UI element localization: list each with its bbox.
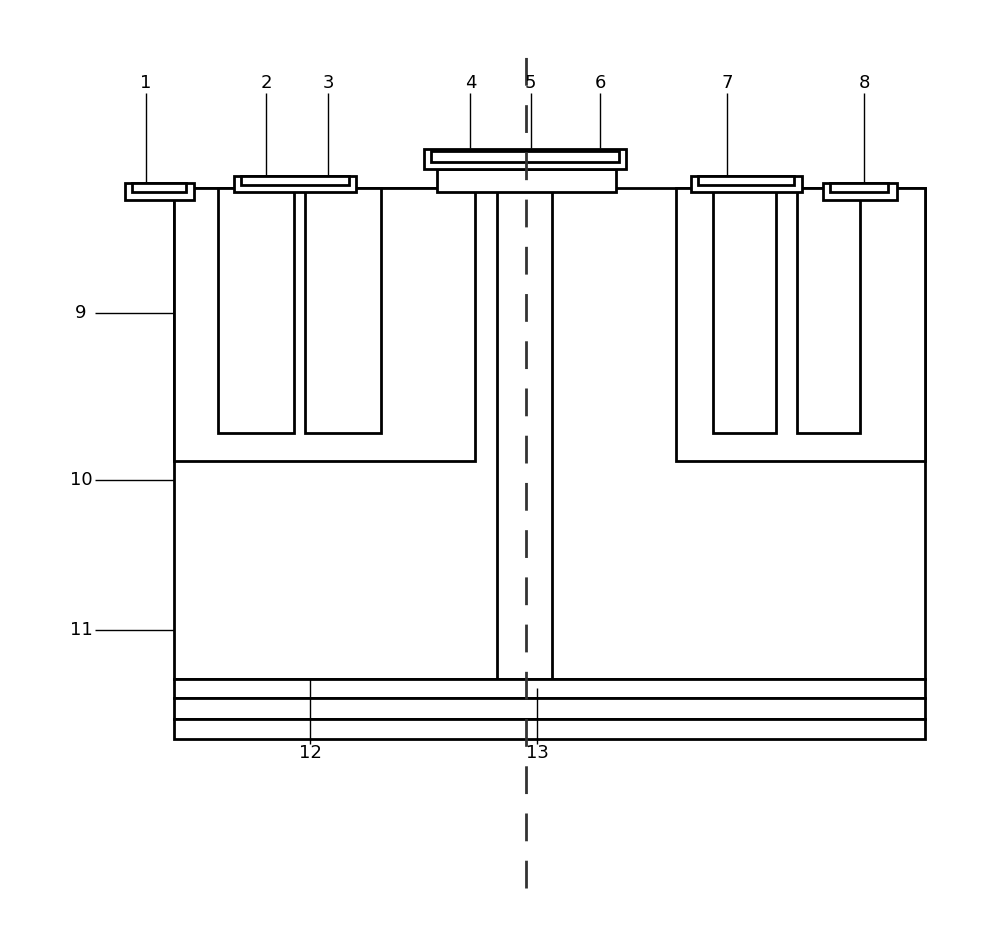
Bar	[676, 188, 925, 461]
Text: 4: 4	[465, 74, 476, 92]
Bar	[234, 176, 356, 192]
Bar	[125, 183, 194, 199]
Bar	[132, 183, 186, 192]
Text: 11: 11	[70, 621, 92, 639]
Text: 12: 12	[299, 744, 321, 762]
Bar	[305, 188, 381, 434]
Text: 2: 2	[261, 74, 272, 92]
Bar	[830, 183, 888, 192]
Bar	[698, 176, 794, 185]
Bar	[431, 151, 619, 162]
Text: 6: 6	[594, 74, 606, 92]
Text: 13: 13	[526, 744, 549, 762]
Text: 7: 7	[721, 74, 733, 92]
Text: 3: 3	[323, 74, 334, 92]
Text: 5: 5	[525, 74, 536, 92]
Bar	[437, 169, 616, 192]
Bar	[218, 188, 294, 434]
Bar	[174, 697, 925, 719]
Bar	[174, 188, 475, 461]
Bar	[174, 679, 925, 697]
Bar	[797, 188, 860, 434]
Text: 9: 9	[75, 304, 87, 322]
Bar	[823, 183, 897, 199]
Bar	[174, 188, 925, 679]
Bar	[713, 188, 776, 434]
Text: 8: 8	[859, 74, 870, 92]
Bar	[691, 176, 802, 192]
Bar	[174, 719, 925, 740]
Bar	[241, 176, 349, 185]
Bar	[424, 149, 626, 169]
Text: 10: 10	[70, 470, 92, 488]
Text: 1: 1	[140, 74, 152, 92]
